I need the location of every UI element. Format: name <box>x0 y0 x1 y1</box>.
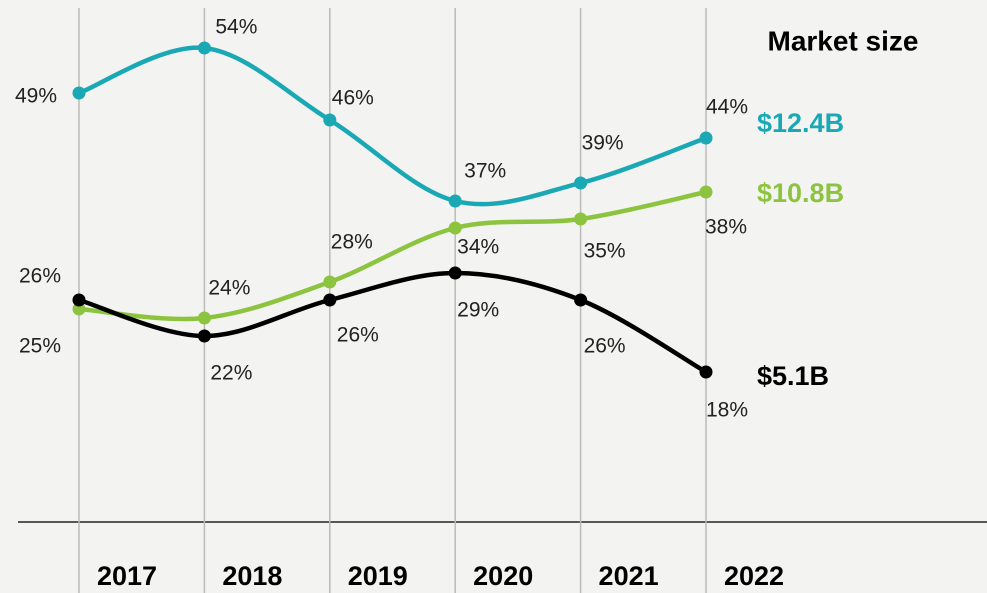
point <box>323 275 337 289</box>
point <box>699 365 713 379</box>
line <box>78 270 708 374</box>
data-label: 25% <box>19 335 61 358</box>
point <box>699 131 713 145</box>
point <box>72 86 86 100</box>
point <box>574 176 588 190</box>
x-tick-label: 2018 <box>222 561 282 591</box>
x-tick-label: 2021 <box>599 561 659 591</box>
data-label: 24% <box>208 277 250 300</box>
point <box>574 212 588 226</box>
data-label: 34% <box>457 236 499 259</box>
point <box>699 185 713 199</box>
data-label: 54% <box>215 16 257 39</box>
x-tick-label: 2020 <box>473 561 533 591</box>
line <box>78 45 707 207</box>
point <box>323 293 337 307</box>
point <box>448 221 462 235</box>
legend-label: $5.1B <box>757 361 829 391</box>
data-label: 18% <box>706 399 748 422</box>
data-label: 49% <box>15 85 57 108</box>
data-label: 26% <box>584 335 626 358</box>
legend-label: $12.4B <box>757 108 844 138</box>
point <box>72 293 86 307</box>
line <box>78 189 707 322</box>
data-label: 46% <box>332 87 374 110</box>
data-label: 35% <box>584 240 626 263</box>
legend-label: $10.8B <box>757 178 844 208</box>
chart-title: Market size <box>768 25 919 56</box>
point <box>448 194 462 208</box>
x-tick-label: 2017 <box>97 561 157 591</box>
data-label: 38% <box>705 216 747 239</box>
point <box>72 302 86 316</box>
data-label: 22% <box>210 362 252 385</box>
data-label: 37% <box>464 160 506 183</box>
data-label: 29% <box>457 299 499 322</box>
point <box>197 41 211 55</box>
point <box>197 311 211 325</box>
point <box>574 293 588 307</box>
x-tick-label: 2019 <box>348 561 408 591</box>
data-label: 39% <box>582 132 624 155</box>
point <box>323 113 337 127</box>
data-label: 28% <box>331 231 373 254</box>
data-label: 26% <box>337 324 379 347</box>
point <box>448 266 462 280</box>
x-tick-label: 2022 <box>724 561 784 591</box>
data-label: 26% <box>19 265 61 288</box>
point <box>197 329 211 343</box>
data-label: 44% <box>706 96 748 119</box>
